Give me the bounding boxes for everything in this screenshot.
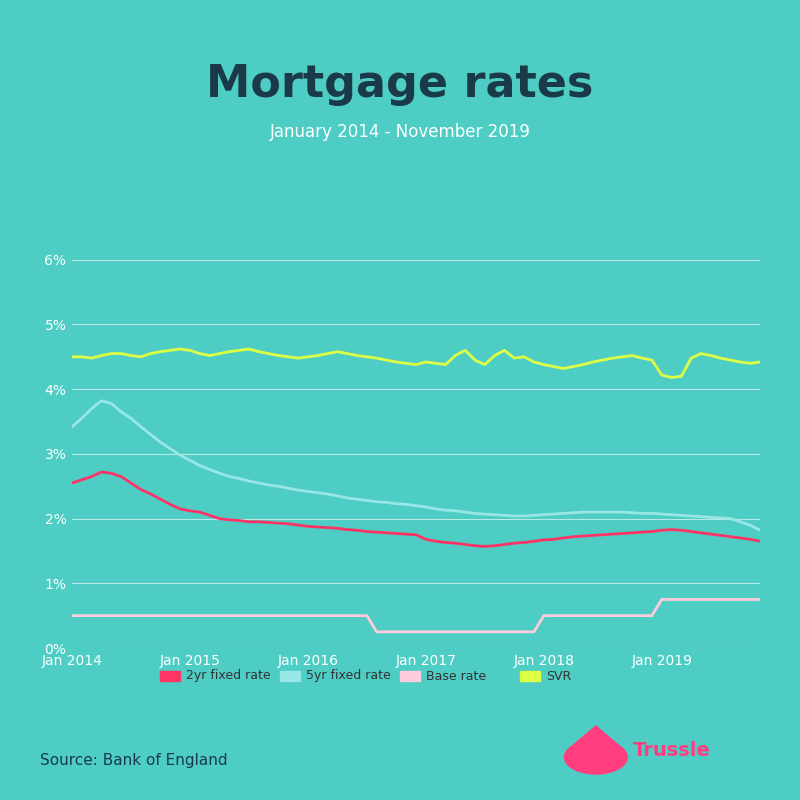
- Text: SVR: SVR: [546, 670, 572, 682]
- Text: 5yr fixed rate: 5yr fixed rate: [306, 670, 391, 682]
- Text: January 2014 - November 2019: January 2014 - November 2019: [270, 123, 530, 141]
- Text: Base rate: Base rate: [426, 670, 486, 682]
- Text: Trussle: Trussle: [633, 741, 710, 759]
- Text: Mortgage rates: Mortgage rates: [206, 62, 594, 106]
- Text: Source: Bank of England: Source: Bank of England: [40, 753, 228, 767]
- Polygon shape: [569, 726, 622, 749]
- Circle shape: [565, 741, 627, 774]
- Text: 2yr fixed rate: 2yr fixed rate: [186, 670, 271, 682]
